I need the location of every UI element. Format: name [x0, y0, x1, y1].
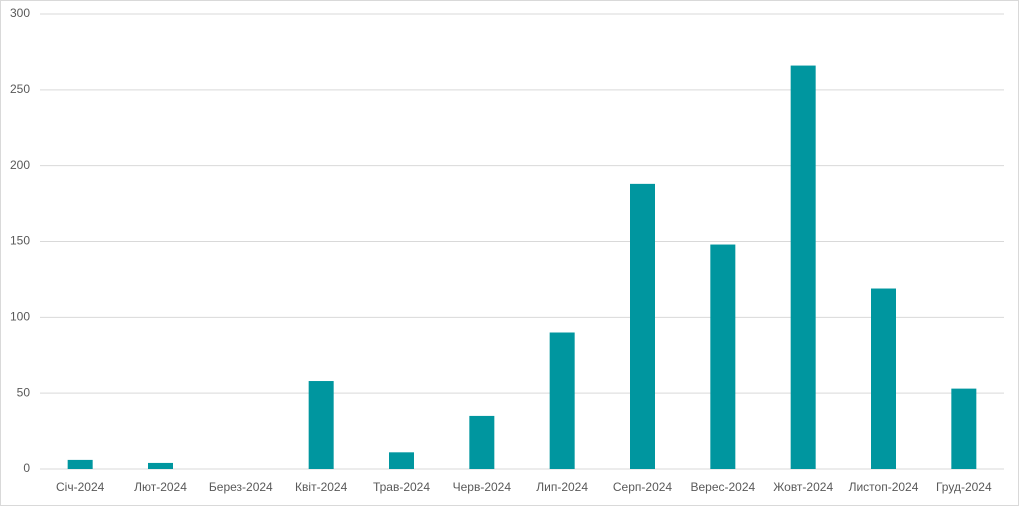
- bar: [549, 332, 575, 469]
- x-tick-label: Трав-2024: [373, 480, 430, 494]
- x-tick-label: Листоп-2024: [849, 480, 919, 494]
- bar: [710, 244, 736, 469]
- y-tick-label: 250: [10, 82, 30, 96]
- y-tick-label: 150: [10, 234, 30, 248]
- bar: [871, 288, 896, 469]
- y-tick-label: 0: [23, 461, 30, 475]
- x-tick-label: Черв-2024: [453, 480, 512, 494]
- x-tick-label: Серп-2024: [613, 480, 673, 494]
- x-tick-label: Лип-2024: [536, 480, 588, 494]
- y-tick-label: 50: [17, 385, 31, 399]
- y-tick-label: 100: [10, 310, 30, 324]
- bar: [951, 388, 977, 469]
- x-tick-label: Верес-2024: [690, 480, 755, 494]
- y-tick-label: 300: [10, 6, 30, 20]
- bar: [308, 381, 334, 469]
- bar: [469, 415, 495, 469]
- y-tick-label: 200: [10, 158, 30, 172]
- x-tick-label: Квіт-2024: [295, 480, 348, 494]
- x-tick-label: Жовт-2024: [773, 480, 833, 494]
- x-tick-label: Лют-2024: [134, 480, 187, 494]
- bar: [67, 459, 93, 469]
- bar: [790, 65, 816, 470]
- x-tick-label: Берез-2024: [209, 480, 273, 494]
- x-tick-label: Січ-2024: [56, 480, 105, 494]
- bar: [389, 452, 414, 469]
- bar: [630, 183, 655, 469]
- x-tick-label: Груд-2024: [936, 480, 992, 494]
- bar: [148, 462, 173, 469]
